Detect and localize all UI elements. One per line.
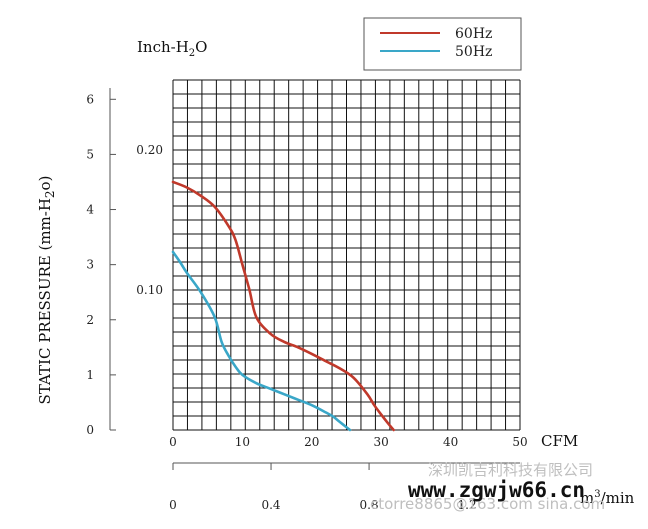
legend-label: 50Hz xyxy=(455,44,492,60)
x2-tick-label: 0.8 xyxy=(360,498,379,512)
legend-box xyxy=(363,17,522,71)
y-tick-label: 0 xyxy=(86,423,94,437)
x-axis-title: CFM xyxy=(541,432,578,450)
y-tick-label: 2 xyxy=(86,313,94,327)
y2-tick-label: 0.20 xyxy=(136,143,163,157)
y-tick-label: 4 xyxy=(86,203,94,217)
legend-label: 60Hz xyxy=(455,26,492,42)
series-line-0 xyxy=(171,180,395,432)
y2-tick-label: 0.10 xyxy=(136,283,163,297)
x2-tick-label: 1.2 xyxy=(458,498,477,512)
y-tick-label: 3 xyxy=(86,258,94,272)
watermark-company: 深圳凯吉利科技有限公司 xyxy=(428,461,593,479)
series-line-1 xyxy=(171,250,352,432)
x-tick-label: 0 xyxy=(169,435,177,449)
y-tick-label: 6 xyxy=(86,92,94,106)
x-tick-label: 10 xyxy=(235,435,250,449)
y2-axis-title: Inch-H2O xyxy=(137,38,207,59)
y-tick-label: 5 xyxy=(86,147,94,161)
x2-axis-title: m3/min xyxy=(580,489,635,507)
watermark-email: ctorre8865@163.com sina.com xyxy=(370,495,605,513)
tick-labels: 0 1 2 3 4 5 6 0.10 0.20 0 10 20 30 40 50 0 0.4 0.8 1.2 xyxy=(86,92,527,512)
series-lines xyxy=(171,180,395,432)
x-tick-label: 50 xyxy=(512,435,527,449)
x2-tick-label: 0 xyxy=(169,498,177,512)
x2-tick-label: 0.4 xyxy=(261,498,280,512)
x-tick-label: 40 xyxy=(443,435,458,449)
chart-axes xyxy=(109,88,520,470)
chart-grid xyxy=(172,79,521,431)
legend: 60Hz 50Hz xyxy=(363,17,522,71)
y-tick-label: 1 xyxy=(86,368,94,382)
x-tick-label: 30 xyxy=(374,435,389,449)
watermark-site: www.zgwjw66.cn xyxy=(408,478,585,502)
y-axis-title: STATIC PRESSURE (mm-H2o) xyxy=(36,176,57,405)
x-tick-label: 20 xyxy=(304,435,319,449)
